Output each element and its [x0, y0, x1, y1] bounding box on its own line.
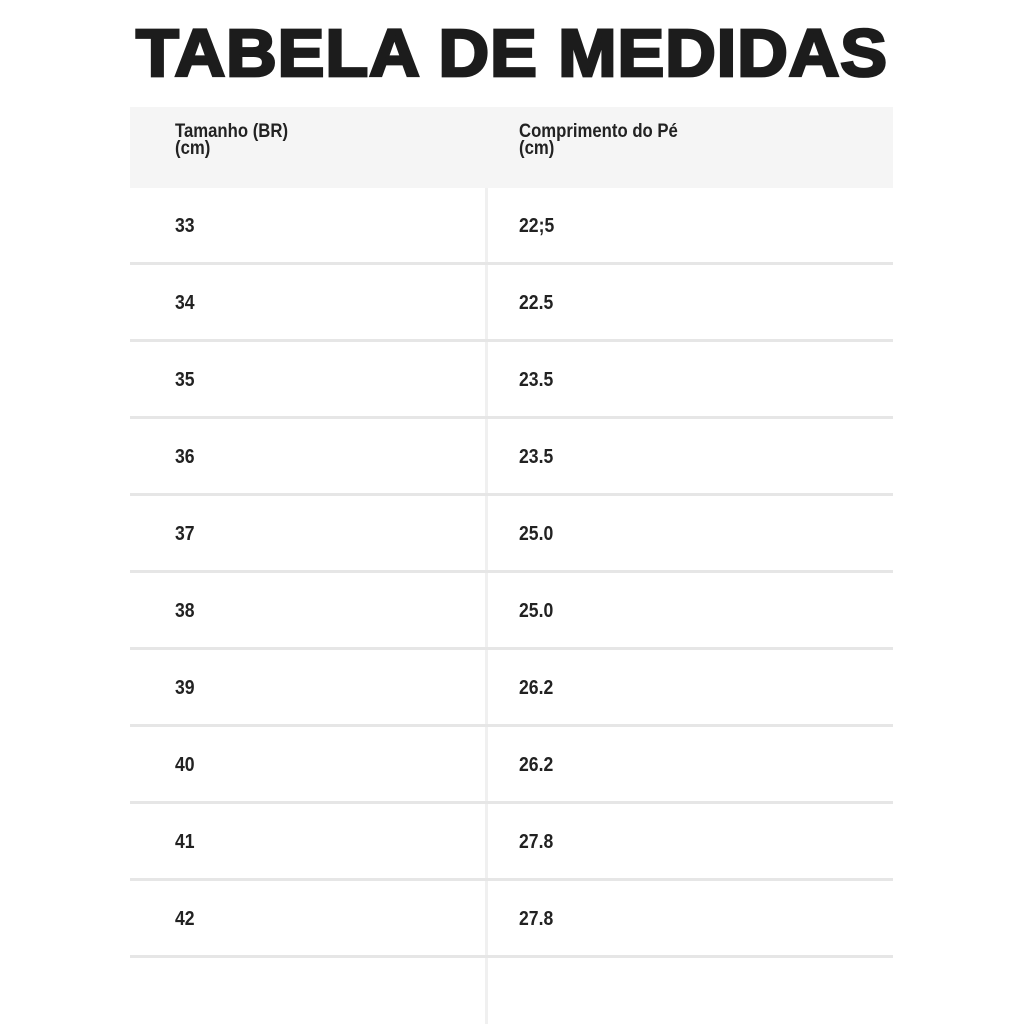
header-foot-length: Comprimento do Pé (cm) — [519, 121, 678, 159]
table-row: 41 27.8 — [130, 804, 893, 881]
table-row: 37 25.0 — [130, 496, 893, 573]
table-row: 40 26.2 — [130, 727, 893, 804]
size-cell: 35 — [175, 369, 195, 391]
foot-length-cell: 23.5 — [519, 369, 554, 391]
size-cell: 38 — [175, 600, 195, 622]
foot-length-cell: 27.8 — [519, 908, 554, 930]
header-size: Tamanho (BR) (cm) — [175, 121, 289, 159]
column-divider — [485, 188, 488, 1024]
table-row: 38 25.0 — [130, 573, 893, 650]
foot-length-cell: 25.0 — [519, 523, 554, 545]
foot-length-cell: 26.2 — [519, 677, 554, 699]
size-cell: 37 — [175, 523, 195, 545]
table-row: 35 23.5 — [130, 342, 893, 419]
size-cell: 36 — [175, 446, 195, 468]
size-cell: 34 — [175, 292, 195, 314]
table-row: 33 22;5 — [130, 188, 893, 265]
table-row: 42 27.8 — [130, 881, 893, 958]
table-row: 36 23.5 — [130, 419, 893, 496]
foot-length-cell: 25.0 — [519, 600, 554, 622]
foot-length-cell: 23.5 — [519, 446, 554, 468]
foot-length-cell: 26.2 — [519, 754, 554, 776]
size-cell: 40 — [175, 754, 195, 776]
foot-length-cell: 27.8 — [519, 831, 554, 853]
table-row: 34 22.5 — [130, 265, 893, 342]
size-table: Tamanho (BR) (cm) Comprimento do Pé (cm)… — [130, 107, 893, 958]
foot-length-cell: 22.5 — [519, 292, 554, 314]
foot-length-cell: 22;5 — [519, 215, 555, 237]
page-title: TABELA DE MEDIDAS — [135, 15, 889, 91]
size-cell: 33 — [175, 215, 195, 237]
table-header: Tamanho (BR) (cm) Comprimento do Pé (cm) — [130, 107, 893, 188]
table-row: 39 26.2 — [130, 650, 893, 727]
size-cell: 42 — [175, 908, 195, 930]
size-cell: 41 — [175, 831, 195, 853]
size-cell: 39 — [175, 677, 195, 699]
